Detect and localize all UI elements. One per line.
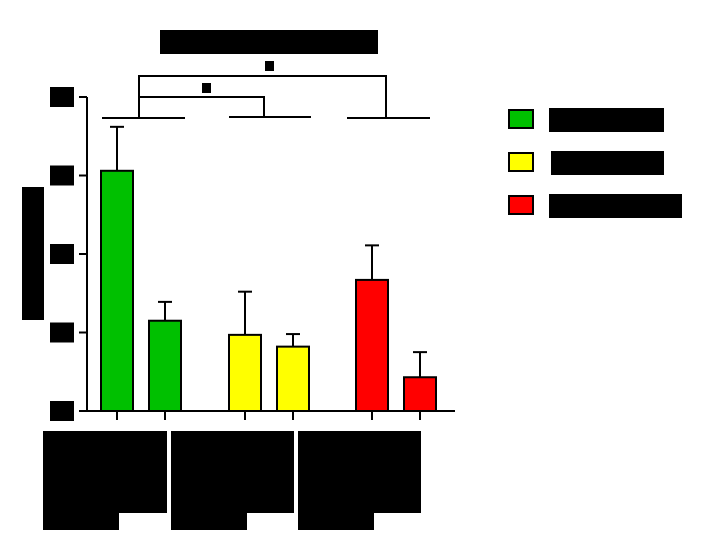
redacted-legend-label — [551, 151, 664, 175]
bar — [355, 278, 389, 412]
redacted-y-tick-label — [50, 244, 74, 264]
redacted-x-label — [43, 431, 167, 513]
redacted-x-label — [298, 505, 374, 530]
redacted-y-tick-label — [50, 401, 74, 421]
bar — [403, 376, 437, 412]
redacted-y-label — [22, 187, 44, 320]
redacted-y-tick-label — [50, 165, 74, 186]
redacted-y-tick-label — [50, 322, 74, 343]
redacted-legend-label — [549, 108, 664, 132]
significance-brackets — [102, 75, 430, 119]
redacted-significance — [265, 61, 274, 71]
redacted-x-label — [298, 431, 421, 513]
bar — [100, 169, 134, 412]
redacted-x-label — [171, 431, 294, 513]
bar — [148, 319, 182, 413]
legend-swatch — [508, 195, 534, 215]
redacted-x-label — [171, 505, 247, 530]
redacted-legend-label — [549, 194, 682, 218]
bar — [276, 345, 310, 413]
bar — [228, 333, 262, 413]
legend-swatch — [508, 152, 534, 172]
legend-swatch — [508, 109, 534, 129]
redacted-significance — [202, 83, 211, 93]
redacted-x-label — [43, 505, 119, 530]
redacted-y-tick-label — [50, 87, 74, 107]
redacted-title — [160, 30, 378, 54]
